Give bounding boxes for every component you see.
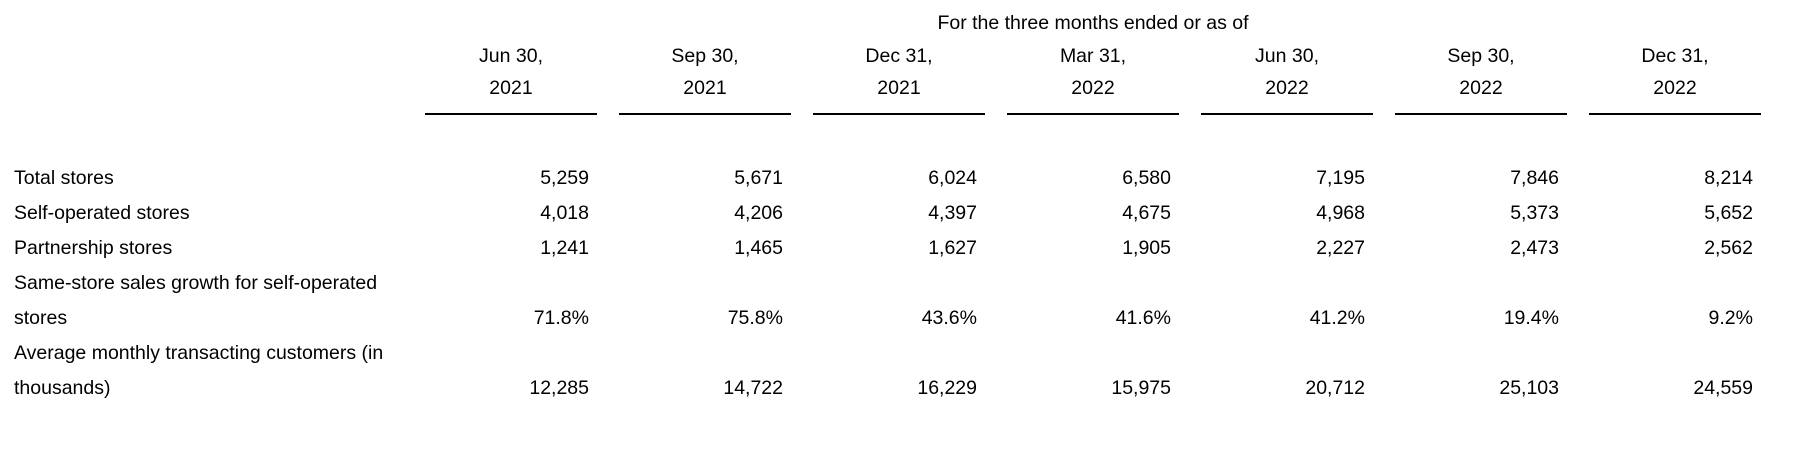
cell-value: 9.2% — [1708, 307, 1753, 329]
quarterly-metrics-table: For the three months ended or as of Jun … — [14, 6, 1772, 406]
cell-value: 20,712 — [1305, 377, 1365, 399]
column-header-rule: Sep 30, 2021 — [619, 40, 791, 115]
period-title: For the three months ended or as of — [937, 12, 1249, 34]
cell-value: 71.8% — [533, 307, 589, 329]
row-label: Self-operated stores — [14, 202, 190, 224]
cell-value: 19.4% — [1503, 307, 1559, 329]
column-year: 2022 — [1265, 77, 1309, 99]
column-header-q6: Sep 30, 2022 — [1384, 40, 1578, 115]
column-header-q2: Sep 30, 2021 — [608, 40, 802, 115]
cell-value: 15,975 — [1111, 377, 1171, 399]
column-year: 2022 — [1071, 77, 1115, 99]
cell-value: 5,259 — [540, 167, 589, 189]
cell-value: 41.6% — [1115, 307, 1171, 329]
table-row-self-operated-stores: Self-operated stores 4,018 4,206 4,397 4… — [14, 196, 1772, 231]
header-row-empty-cell — [14, 40, 414, 115]
column-header-q7: Dec 31, 2022 — [1578, 40, 1772, 115]
row-label: Total stores — [14, 167, 114, 189]
cell-value: 2,227 — [1316, 237, 1365, 259]
cell-value: 7,195 — [1316, 167, 1365, 189]
cell-value: 75.8% — [727, 307, 783, 329]
cell-value: 43.6% — [921, 307, 977, 329]
column-header-q4: Mar 31, 2022 — [996, 40, 1190, 115]
cell-value: 6,580 — [1122, 167, 1171, 189]
cell-value: 4,206 — [734, 202, 783, 224]
column-year: 2021 — [489, 77, 533, 99]
column-header-rule: Jun 30, 2021 — [425, 40, 597, 115]
cell-value: 1,465 — [734, 237, 783, 259]
column-year: 2022 — [1459, 77, 1503, 99]
column-year: 2022 — [1653, 77, 1697, 99]
cell-value: 5,652 — [1704, 202, 1753, 224]
column-year: 2021 — [683, 77, 727, 99]
cell-value: 4,675 — [1122, 202, 1171, 224]
cell-value: 1,627 — [928, 237, 977, 259]
column-header-rule: Jun 30, 2022 — [1201, 40, 1373, 115]
cell-value: 1,241 — [540, 237, 589, 259]
column-month: Dec 31, — [865, 45, 933, 67]
cell-value: 7,846 — [1510, 167, 1559, 189]
table-row-total-stores: Total stores 5,259 5,671 6,024 6,580 7,1… — [14, 161, 1772, 196]
column-year: 2021 — [877, 77, 921, 99]
column-month: Jun 30, — [479, 45, 543, 67]
column-header-rule: Sep 30, 2022 — [1395, 40, 1567, 115]
header-body-spacer — [14, 115, 1772, 161]
cell-value: 14,722 — [723, 377, 783, 399]
column-header-rule: Mar 31, 2022 — [1007, 40, 1179, 115]
cell-value: 4,018 — [540, 202, 589, 224]
cell-value: 8,214 — [1704, 167, 1753, 189]
cell-value: 4,968 — [1316, 202, 1365, 224]
cell-value: 1,905 — [1122, 237, 1171, 259]
table-row-same-store-sales-growth: Same-store sales growth for self-operate… — [14, 266, 1772, 336]
column-month: Dec 31, — [1641, 45, 1709, 67]
financial-table-page: For the three months ended or as of Jun … — [14, 6, 1772, 406]
column-header-rule: Dec 31, 2021 — [813, 40, 985, 115]
column-header-rule: Dec 31, 2022 — [1589, 40, 1761, 115]
cell-value: 12,285 — [529, 377, 589, 399]
column-month: Sep 30, — [671, 45, 739, 67]
cell-value: 2,562 — [1704, 237, 1753, 259]
column-header-row: Jun 30, 2021 Sep 30, 2021 Dec 31, 2021 M… — [14, 40, 1772, 115]
cell-value: 24,559 — [1693, 377, 1753, 399]
row-label: Same-store sales growth for self-operate… — [14, 272, 378, 329]
column-month: Jun 30, — [1255, 45, 1319, 67]
cell-value: 2,473 — [1510, 237, 1559, 259]
table-title-row: For the three months ended or as of — [14, 6, 1772, 40]
column-month: Mar 31, — [1059, 45, 1127, 67]
row-label: Average monthly transacting customers (i… — [14, 342, 384, 399]
cell-value: 5,671 — [734, 167, 783, 189]
column-header-q1: Jun 30, 2021 — [414, 40, 608, 115]
cell-value: 5,373 — [1510, 202, 1559, 224]
table-row-partnership-stores: Partnership stores 1,241 1,465 1,627 1,9… — [14, 231, 1772, 266]
cell-value: 4,397 — [928, 202, 977, 224]
column-header-q5: Jun 30, 2022 — [1190, 40, 1384, 115]
table-row-avg-monthly-transacting-customers: Average monthly transacting customers (i… — [14, 336, 1772, 406]
row-label: Partnership stores — [14, 237, 173, 259]
column-month: Sep 30, — [1447, 45, 1515, 67]
cell-value: 6,024 — [928, 167, 977, 189]
cell-value: 25,103 — [1499, 377, 1559, 399]
cell-value: 41.2% — [1309, 307, 1365, 329]
title-row-empty-cell — [14, 6, 414, 40]
column-header-q3: Dec 31, 2021 — [802, 40, 996, 115]
cell-value: 16,229 — [917, 377, 977, 399]
